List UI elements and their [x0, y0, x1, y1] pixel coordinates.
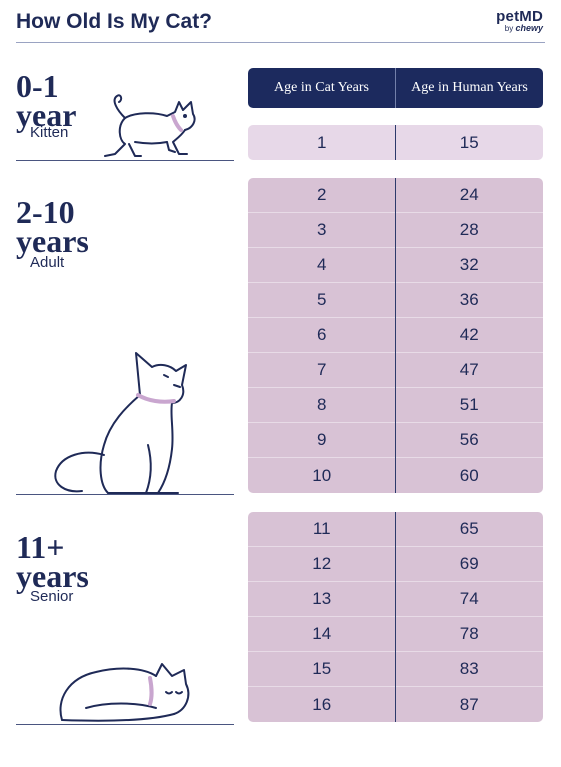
human-age-cell: 74 — [459, 589, 479, 608]
column-divider — [395, 512, 396, 722]
stage-adult-label: Adult — [30, 254, 65, 271]
brand-name: petMD — [496, 8, 543, 25]
brand-partner: by chewy — [504, 23, 543, 33]
brand-logo: petMD by chewy — [496, 8, 543, 33]
header-divider — [16, 42, 545, 43]
cat-age-cell: 12 — [312, 554, 332, 573]
ground-line — [16, 494, 234, 495]
sitting-adult-cat-illustration — [54, 352, 187, 494]
human-age-cell: 51 — [459, 395, 479, 414]
cat-age-cell: 5 — [317, 290, 327, 309]
walking-kitten-illustration — [104, 94, 196, 157]
cat-age-cell: 2 — [317, 185, 327, 204]
human-age-cell: 78 — [459, 624, 479, 643]
cat-age-cell: 1 — [317, 132, 327, 152]
human-age-cell: 56 — [459, 430, 479, 449]
human-age-cell: 65 — [459, 519, 479, 538]
human-age-cell: 83 — [459, 659, 479, 678]
cat-age-cell: 16 — [312, 694, 332, 714]
human-age-cell: 60 — [459, 465, 479, 485]
ground-line — [16, 724, 234, 725]
human-age-cell: 47 — [459, 360, 479, 379]
human-age-cell: 24 — [459, 185, 479, 204]
human-age-cell: 69 — [459, 554, 479, 573]
senior-age-block: 11 65 12 69 13 74 14 78 15 83 16 87 — [248, 512, 543, 722]
cat-age-cell: 4 — [317, 255, 327, 274]
column-divider — [395, 125, 396, 160]
human-age-cell: 42 — [459, 325, 479, 344]
human-age-cell: 15 — [459, 132, 479, 152]
table-header: Age in Cat Years Age in Human Years — [248, 68, 543, 108]
human-age-cell: 28 — [459, 220, 479, 239]
table-row: 13 74 — [248, 582, 543, 617]
human-age-cell: 32 — [459, 255, 479, 274]
cat-age-cell: 9 — [317, 430, 327, 449]
cat-age-cell: 15 — [312, 659, 332, 678]
cat-age-cell: 3 — [317, 220, 327, 239]
table-row: 16 87 — [248, 687, 543, 722]
stage-kitten-label: Kitten — [30, 124, 69, 141]
cat-age-cell: 7 — [317, 360, 327, 379]
table-row: 1 15 — [248, 125, 543, 160]
sleeping-senior-cat-illustration — [59, 663, 190, 722]
cat-age-cell: 14 — [312, 624, 332, 643]
page-title: How Old Is My Cat? — [16, 10, 213, 33]
column-divider — [395, 178, 396, 493]
header-divider — [395, 68, 396, 108]
human-age-cell: 87 — [459, 694, 479, 714]
cat-age-cell: 11 — [312, 519, 331, 538]
table-row: 10 60 — [248, 458, 543, 493]
cat-age-cell: 6 — [317, 325, 327, 344]
kitten-age-block: 1 15 — [248, 125, 543, 160]
cat-age-cell: 8 — [317, 395, 327, 414]
stage-senior-label: Senior — [30, 588, 74, 605]
human-age-cell: 36 — [459, 290, 479, 309]
stage-adult-heading: 2-10 years — [16, 194, 89, 259]
adult-age-block: 2 24 3 28 4 32 5 36 6 42 7 47 8 51 9 56 10 60 — [248, 178, 543, 493]
ground-line — [16, 160, 234, 161]
column-header-human-years: Age in Human Years — [411, 80, 528, 95]
stage-senior-heading: 11+ years — [16, 529, 89, 594]
cat-age-cell: 13 — [312, 589, 332, 608]
cat-age-cell: 10 — [312, 465, 332, 485]
stage-kitten-heading: 0-1 year — [16, 68, 77, 133]
column-header-cat-years: Age in Cat Years — [274, 80, 369, 95]
